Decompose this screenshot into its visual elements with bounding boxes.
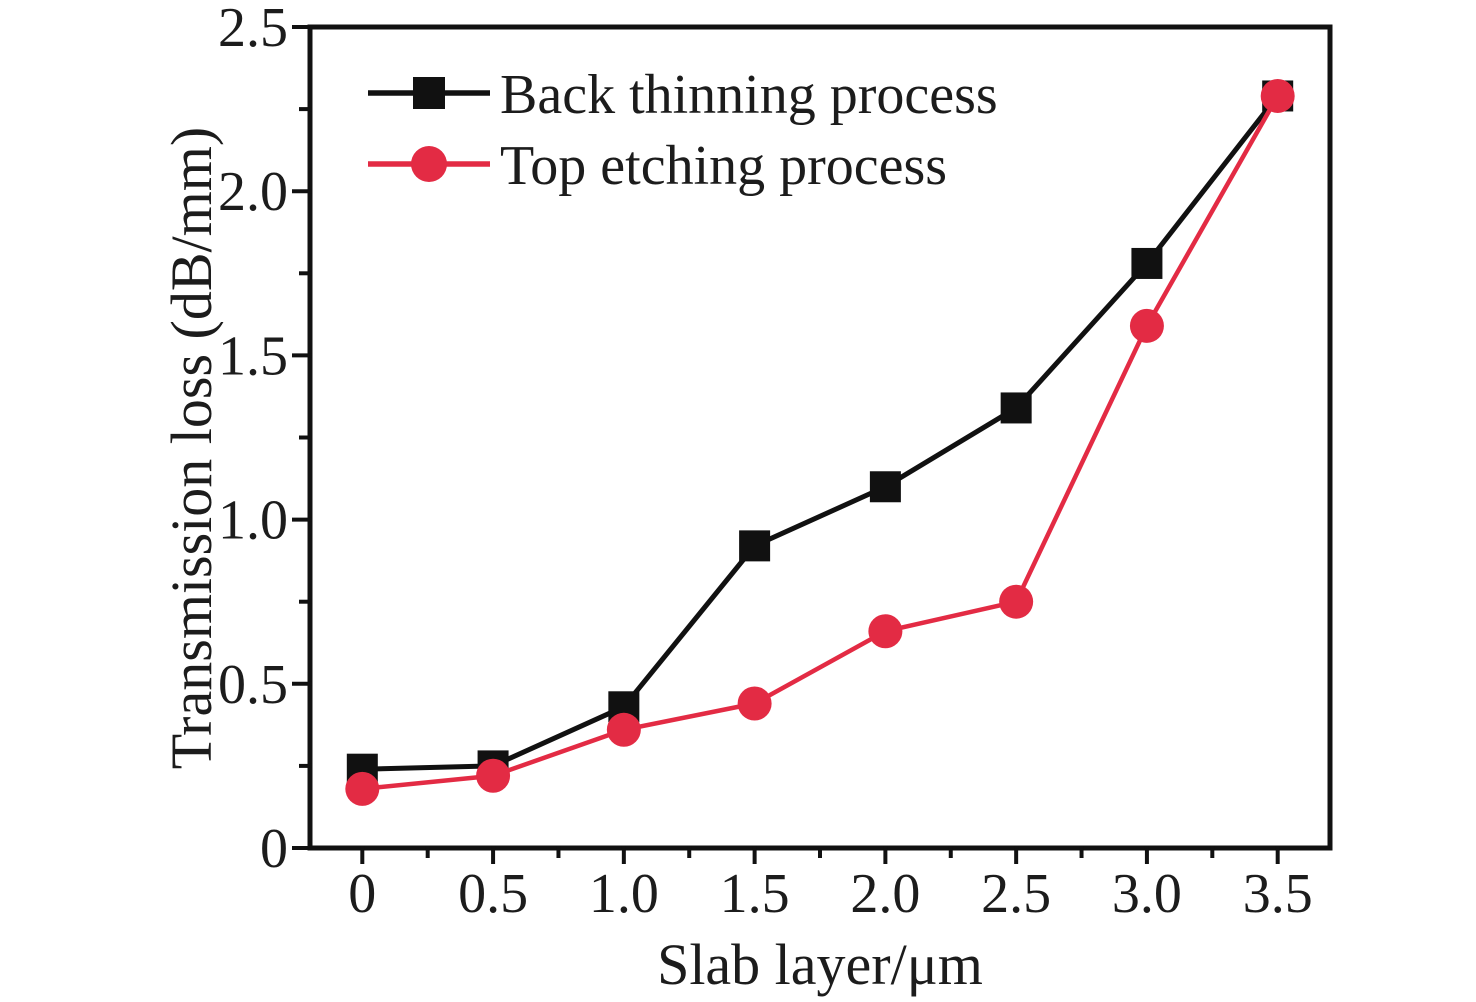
- data-point-square: [1000, 392, 1032, 424]
- data-point-circle: [476, 758, 511, 793]
- y-tick-label: 1.0: [218, 490, 288, 552]
- y-tick-label: 2.0: [218, 161, 288, 223]
- y-tick-label: 1.5: [218, 325, 288, 387]
- x-tick-label: 1.0: [589, 863, 659, 925]
- y-tick-label: 0.5: [218, 654, 288, 716]
- x-tick-label: 3.5: [1243, 863, 1313, 925]
- y-axis-title: Transmission loss (dB/mm): [159, 127, 224, 769]
- y-tick-label: 2.5: [218, 0, 288, 59]
- data-point-square: [739, 530, 771, 562]
- data-series: [345, 78, 1295, 806]
- y-tick-label: 0: [260, 818, 288, 880]
- x-tick-label: 2.0: [850, 863, 920, 925]
- data-point-circle: [1260, 78, 1295, 113]
- data-point-circle: [606, 712, 641, 747]
- legend-item: Top etching process: [368, 135, 947, 197]
- data-point-circle: [868, 614, 903, 649]
- data-point-square: [869, 471, 901, 503]
- axis-tick-labels: 0 0.5 1.0 1.5 2.0 2.5 3.0 3.5 0 0.5 1.0 1.5 2.0 2.5: [218, 0, 1313, 925]
- legend-marker-circle: [411, 146, 447, 182]
- data-point-circle: [1129, 308, 1164, 343]
- series-line-circle: [362, 94, 1280, 792]
- x-tick-label: 0: [348, 863, 376, 925]
- data-point-circle: [345, 771, 380, 806]
- series-line-square: [362, 94, 1280, 772]
- legend: Back thinning process Top etching process: [368, 64, 998, 197]
- x-tick-label: 2.5: [981, 863, 1051, 925]
- legend-item: Back thinning process: [368, 64, 998, 126]
- data-point-circle: [737, 686, 772, 721]
- x-tick-label: 0.5: [458, 863, 528, 925]
- data-point-circle: [999, 584, 1034, 619]
- data-point-square: [1131, 247, 1163, 279]
- x-tick-label: 1.5: [720, 863, 790, 925]
- x-tick-label: 3.0: [1112, 863, 1182, 925]
- x-axis-title: Slab layer/μm: [657, 932, 983, 997]
- legend-label: Back thinning process: [500, 64, 998, 126]
- legend-label: Top etching process: [500, 135, 947, 197]
- legend-marker-square: [413, 77, 445, 109]
- axis-ticks: [292, 25, 1280, 864]
